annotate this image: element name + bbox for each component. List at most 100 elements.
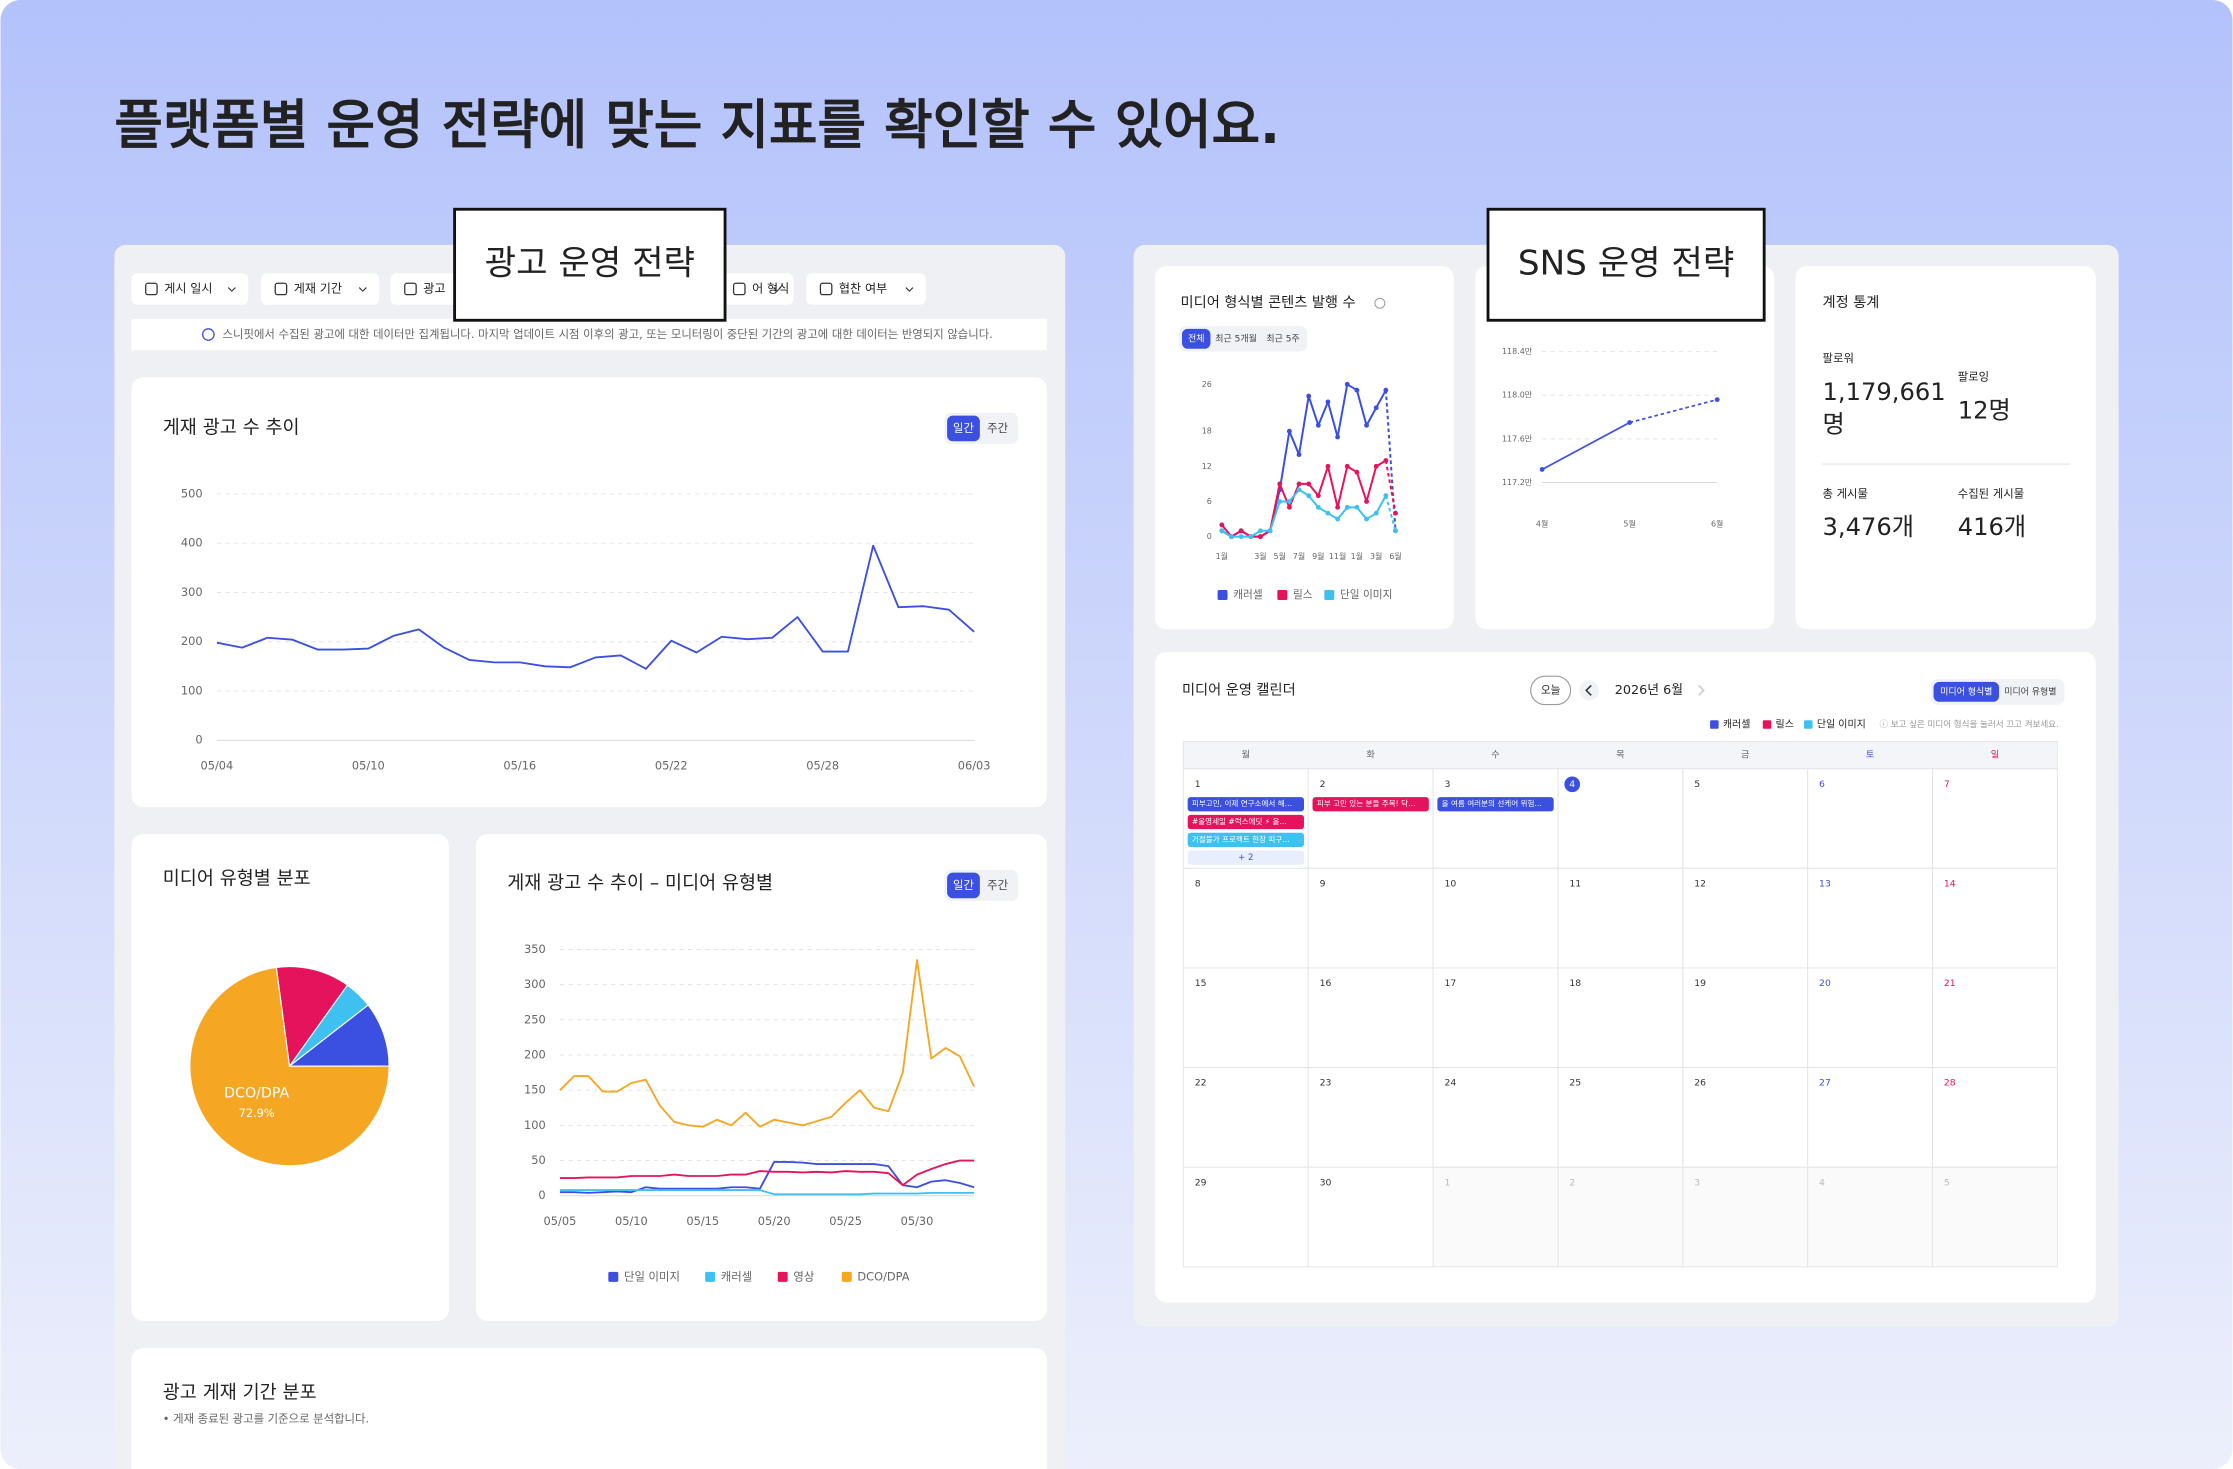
legend-label: 단일 이미지 xyxy=(1340,588,1392,601)
day-cell[interactable] xyxy=(1807,1067,1934,1168)
day-cell[interactable] xyxy=(1807,768,1934,869)
point xyxy=(1393,528,1398,534)
day-cell[interactable] xyxy=(1682,768,1809,869)
toggle-option[interactable]: 일간 xyxy=(953,421,974,435)
toggle-option[interactable]: 미디어 형식별 xyxy=(1940,686,1992,697)
toggle-active[interactable] xyxy=(947,415,980,442)
legend-label[interactable]: 캐러셀 xyxy=(1723,719,1750,731)
toggle-option[interactable]: 일간 xyxy=(953,878,974,892)
event-chip[interactable] xyxy=(1437,797,1554,812)
day-cell[interactable] xyxy=(1432,1067,1559,1168)
day-cell[interactable] xyxy=(1432,967,1559,1069)
event-label[interactable]: 올 여름 여러분의 선케어 위험… xyxy=(1442,798,1542,808)
event-chip[interactable] xyxy=(1187,797,1304,812)
day-number: 9 xyxy=(1320,878,1326,889)
stat-unit: 명 xyxy=(1823,411,1845,439)
day-cell[interactable] xyxy=(1557,867,1684,969)
next-month[interactable] xyxy=(1698,684,1705,696)
day-cell[interactable] xyxy=(1182,967,1309,1069)
filter-label[interactable]: 게시 일시 xyxy=(164,281,212,295)
event-chip[interactable] xyxy=(1187,814,1304,830)
y-tick-label: 400 xyxy=(181,536,203,550)
day-cell[interactable] xyxy=(1432,1166,1559,1268)
day-cell[interactable] xyxy=(1432,867,1559,969)
legend-label[interactable]: 릴스 xyxy=(1776,718,1794,731)
day-cell[interactable] xyxy=(1682,1067,1809,1168)
weekday-label: 금 xyxy=(1741,750,1750,761)
legend-label[interactable]: 단일 이미지 xyxy=(1817,719,1866,731)
day-cell[interactable] xyxy=(1182,1166,1309,1268)
toggle-active[interactable] xyxy=(1933,681,2000,702)
filter-chip[interactable] xyxy=(261,273,380,305)
weekday-label: 월 xyxy=(1242,749,1251,761)
prev-month[interactable] xyxy=(1579,680,1600,701)
filter-label[interactable]: 광고 xyxy=(423,281,445,295)
toggle-option[interactable]: 최근 5개월 xyxy=(1215,332,1257,344)
day-number: 13 xyxy=(1819,878,1831,889)
filter-label[interactable]: 게재 기간 xyxy=(294,281,342,295)
toggle-option[interactable]: 전체 xyxy=(1188,333,1204,344)
event-label[interactable]: 거절불가 프로젝트 현장 피구… xyxy=(1192,834,1290,844)
legend-swatch[interactable] xyxy=(1710,720,1719,729)
point xyxy=(1315,493,1321,499)
day-cell[interactable] xyxy=(1557,967,1684,1069)
today-button-label[interactable]: 오늘 xyxy=(1541,683,1561,696)
pie-slice xyxy=(189,966,390,1167)
day-cell[interactable] xyxy=(1932,867,2058,969)
day-cell[interactable] xyxy=(1807,1166,1934,1268)
day-cell[interactable] xyxy=(1307,1166,1434,1268)
point xyxy=(1354,504,1360,510)
card xyxy=(131,1348,1047,1469)
day-cell[interactable] xyxy=(1307,768,1434,869)
day-cell[interactable] xyxy=(1557,1067,1684,1168)
day-number: 8 xyxy=(1195,878,1201,889)
event-label[interactable]: #올영세일 #럭스에딧 ⚡ 올… xyxy=(1192,816,1287,826)
legend-swatch[interactable] xyxy=(1762,720,1772,729)
weekday-header xyxy=(1182,741,2058,770)
filter-chip[interactable] xyxy=(719,273,794,305)
card xyxy=(1154,266,1454,630)
filter-label[interactable]: 협찬 여부 xyxy=(839,280,887,295)
toggle-option[interactable]: 미디어 유형별 xyxy=(2004,686,2056,697)
event-label[interactable]: 피부고민, 이제 연구소에서 해… xyxy=(1192,798,1292,808)
day-cell[interactable] xyxy=(1307,967,1434,1069)
day-cell[interactable] xyxy=(1307,1067,1434,1168)
x-tick-label: 11월 xyxy=(1329,551,1346,561)
y-tick-label: 12 xyxy=(1202,462,1212,471)
filter-chip[interactable] xyxy=(806,273,926,305)
day-cell[interactable] xyxy=(1182,867,1309,969)
event-label[interactable]: 피부 고민 있는 분들 주목! 닥… xyxy=(1317,798,1416,808)
stat-value: 416개 xyxy=(1958,513,2026,541)
toggle-active[interactable] xyxy=(1181,328,1211,349)
point xyxy=(1267,528,1273,534)
day-cell[interactable] xyxy=(1307,867,1434,969)
day-cell[interactable] xyxy=(1807,867,1934,969)
day-cell[interactable] xyxy=(1932,967,2058,1069)
day-cell[interactable] xyxy=(1682,867,1809,969)
day-cell[interactable] xyxy=(1557,1166,1684,1268)
legend-swatch[interactable] xyxy=(1804,720,1813,729)
point xyxy=(1296,481,1302,487)
day-cell[interactable] xyxy=(1932,1166,2058,1268)
day-number: 17 xyxy=(1445,978,1457,989)
more-chip[interactable] xyxy=(1187,850,1304,865)
day-number: 25 xyxy=(1569,1078,1581,1089)
day-number: 7 xyxy=(1944,779,1950,790)
event-chip[interactable] xyxy=(1187,832,1304,847)
day-cell[interactable] xyxy=(1932,768,2058,869)
toggle-option[interactable]: 최근 5주 xyxy=(1266,333,1299,344)
filter-chip[interactable] xyxy=(131,273,249,305)
day-number: 4 xyxy=(1819,1177,1825,1188)
event-chip[interactable] xyxy=(1312,797,1429,812)
day-cell[interactable] xyxy=(1432,768,1559,869)
filter-icon xyxy=(404,282,417,296)
more-label[interactable]: + 2 xyxy=(1238,853,1253,863)
toggle-option[interactable]: 주간 xyxy=(987,878,1008,892)
legend-swatch xyxy=(1324,590,1335,600)
toggle-option[interactable]: 주간 xyxy=(987,421,1008,435)
point xyxy=(1364,499,1369,504)
filter-label[interactable]: 어 형식 xyxy=(752,281,789,295)
toggle-active[interactable] xyxy=(947,872,980,899)
today-button[interactable] xyxy=(1530,675,1572,706)
day-cell[interactable] xyxy=(1682,1166,1809,1268)
